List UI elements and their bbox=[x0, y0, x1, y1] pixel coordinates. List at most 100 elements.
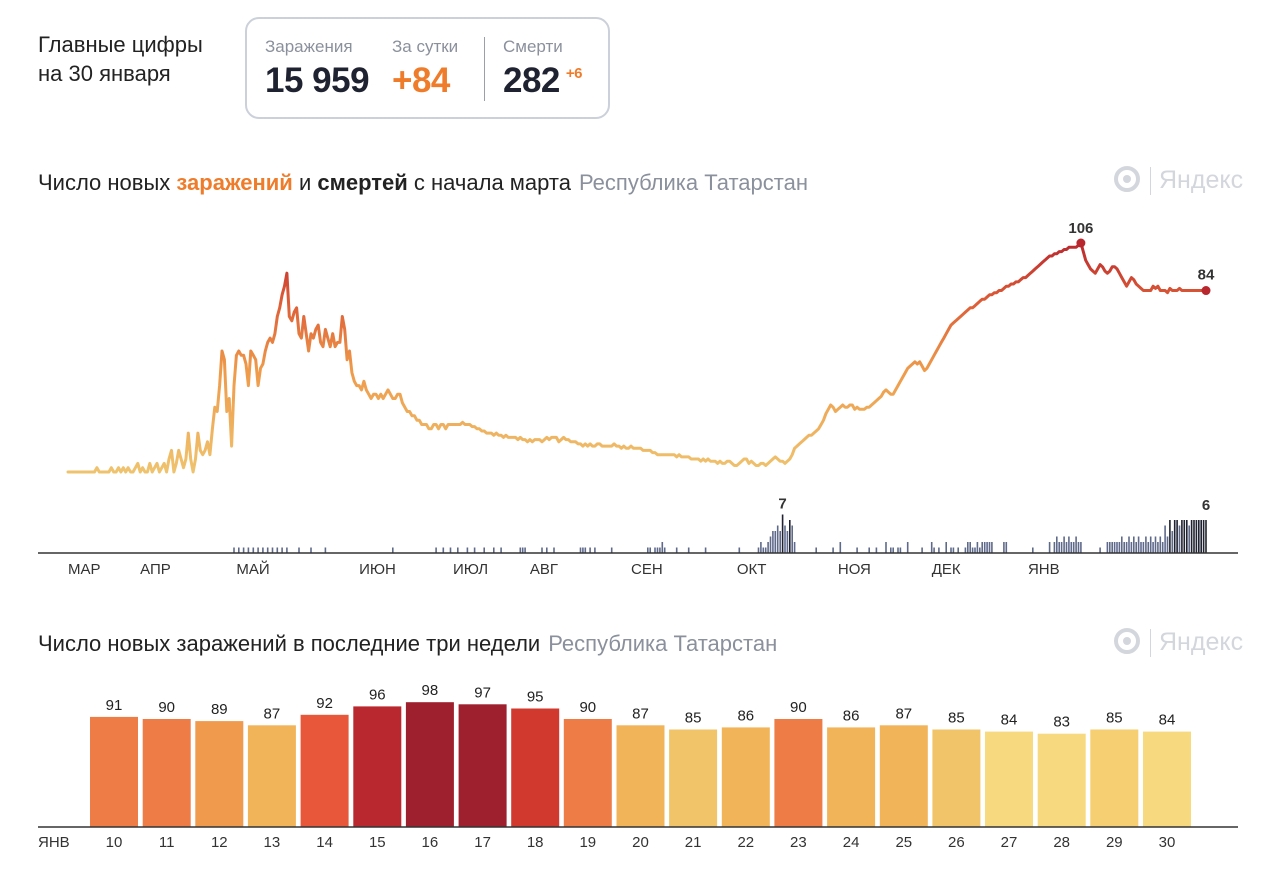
yandex-ring-icon bbox=[1114, 166, 1140, 193]
stat-deaths-value-wrap: 282 +6 bbox=[503, 61, 583, 101]
bar-chart-title-text: Число новых заражений в последние три не… bbox=[38, 631, 541, 656]
month-label: ИЮН bbox=[359, 561, 396, 578]
yandex-logo-text: Яндекс bbox=[1159, 628, 1244, 656]
peak-label: 106 bbox=[1068, 220, 1093, 237]
day-label: 21 bbox=[685, 834, 702, 851]
day-bar bbox=[563, 719, 612, 827]
month-label: АВГ bbox=[530, 561, 558, 578]
day-bar bbox=[1143, 731, 1191, 827]
day-label: 26 bbox=[948, 834, 965, 851]
death-last-label: 6 bbox=[1202, 497, 1210, 514]
day-bar bbox=[1090, 729, 1139, 827]
day-bar bbox=[1037, 733, 1086, 827]
bar-value-label: 90 bbox=[790, 699, 807, 716]
day-bar bbox=[300, 714, 349, 827]
stat-deaths: Смерти 282 +6 bbox=[503, 37, 583, 101]
day-label: 25 bbox=[895, 834, 912, 851]
stat-deaths-delta: +6 bbox=[565, 65, 583, 82]
day-bar bbox=[932, 729, 981, 827]
bar-chart-title: Число новых заражений в последние три не… bbox=[38, 631, 777, 657]
day-bar bbox=[195, 721, 244, 827]
title-part-3: и bbox=[292, 170, 318, 195]
day-bar bbox=[616, 725, 665, 827]
day-label: 29 bbox=[1106, 834, 1123, 851]
month-label: СЕН bbox=[631, 561, 663, 578]
day-bar bbox=[405, 702, 454, 827]
day-label: 16 bbox=[422, 834, 439, 851]
stat-divider bbox=[484, 37, 485, 101]
cases-line bbox=[66, 241, 1208, 474]
day-label: 11 bbox=[159, 834, 175, 851]
line-chart-region: Республика Татарстан bbox=[578, 170, 808, 195]
day-bar bbox=[669, 729, 718, 827]
bar-value-label: 87 bbox=[264, 705, 281, 722]
stat-daily-label: За сутки bbox=[392, 37, 459, 56]
day-bar bbox=[879, 725, 928, 827]
bar-value-label: 86 bbox=[843, 707, 860, 724]
day-label: 10 bbox=[106, 834, 123, 851]
title-part-1: Число новых bbox=[38, 170, 177, 195]
bar-value-label: 85 bbox=[948, 710, 965, 727]
bar-value-label: 84 bbox=[1159, 712, 1176, 729]
deaths-bars bbox=[233, 514, 1207, 553]
day-label: 22 bbox=[737, 834, 754, 851]
yandex-ring-icon bbox=[1114, 628, 1140, 655]
day-bar bbox=[247, 725, 296, 827]
peak-marker bbox=[1076, 238, 1086, 248]
day-bar bbox=[721, 727, 770, 827]
bar-value-label: 85 bbox=[685, 710, 702, 727]
yandex-logo-text: Яндекс bbox=[1159, 166, 1244, 194]
stat-daily-value: +84 bbox=[392, 61, 450, 100]
day-label: 20 bbox=[632, 834, 649, 851]
title-part-cases: заражений bbox=[176, 170, 293, 195]
stat-deaths-label: Смерти bbox=[503, 37, 563, 56]
month-label: ЯНВ bbox=[1028, 561, 1060, 578]
stat-deaths-value: 282 bbox=[503, 61, 560, 100]
line-chart: МАР АПР МАЙ ИЮН ИЮЛ АВГ СЕН ОКТ НОЯ ДЕК ЯНВ 7 6 106 8… bbox=[38, 220, 1238, 578]
bar-value-label: 90 bbox=[579, 699, 596, 716]
title-part-5: с начала марта bbox=[407, 170, 571, 195]
bar-value-label: 92 bbox=[316, 695, 333, 712]
title-part-deaths: смертей bbox=[317, 170, 408, 195]
bar-value-label: 96 bbox=[369, 686, 386, 703]
stat-cases-value: 15 959 bbox=[265, 61, 370, 100]
bar-value-label: 98 bbox=[422, 682, 439, 699]
day-label: 18 bbox=[527, 834, 544, 851]
bar-value-label: 89 bbox=[211, 701, 228, 718]
stats-box: Заражения 15 959 За сутки +84 Смерти 282… bbox=[245, 17, 610, 119]
bar-value-label: 83 bbox=[1053, 714, 1070, 731]
bar-value-label: 97 bbox=[474, 684, 491, 701]
stat-daily: За сутки +84 bbox=[392, 37, 458, 101]
bar-value-label: 91 bbox=[106, 697, 123, 714]
bar-chart-region: Республика Татарстан bbox=[548, 631, 778, 656]
day-bar bbox=[458, 704, 507, 827]
day-bar bbox=[774, 719, 823, 827]
day-label: 13 bbox=[264, 834, 281, 851]
day-label: 15 bbox=[369, 834, 386, 851]
month-label: МАЙ bbox=[236, 560, 269, 578]
day-label: 30 bbox=[1159, 834, 1176, 851]
daily-bars: 91 10 90 11 89 12 87 13 92 14 96 15 98 16 97 17 95 18 90 19… bbox=[90, 682, 1191, 851]
day-label: 12 bbox=[211, 834, 228, 851]
yandex-logo-top: Яндекс bbox=[1114, 166, 1244, 196]
stat-cases-label: Заражения bbox=[265, 37, 353, 56]
day-label: 28 bbox=[1053, 834, 1070, 851]
day-bar bbox=[985, 731, 1033, 827]
last-label: 84 bbox=[1198, 267, 1215, 284]
headline: Главные цифры на 30 января bbox=[38, 30, 203, 88]
day-bar bbox=[511, 708, 560, 827]
bar-value-label: 85 bbox=[1106, 710, 1123, 727]
bar-month-label: ЯНВ bbox=[38, 834, 70, 851]
day-label: 17 bbox=[474, 834, 491, 851]
month-label: ДЕК bbox=[932, 561, 961, 578]
yandex-logo-bottom: Яндекс bbox=[1114, 628, 1244, 658]
day-label: 14 bbox=[316, 834, 333, 851]
month-labels: МАР АПР МАЙ ИЮН ИЮЛ АВГ СЕН ОКТ НОЯ ДЕК ЯНВ bbox=[68, 560, 1060, 578]
day-label: 27 bbox=[1001, 834, 1018, 851]
bar-value-label: 87 bbox=[895, 705, 912, 722]
day-bar bbox=[90, 716, 138, 827]
day-label: 24 bbox=[843, 834, 860, 851]
bar-value-label: 86 bbox=[737, 707, 754, 724]
day-bar bbox=[353, 706, 402, 827]
bar-value-label: 95 bbox=[527, 689, 544, 706]
